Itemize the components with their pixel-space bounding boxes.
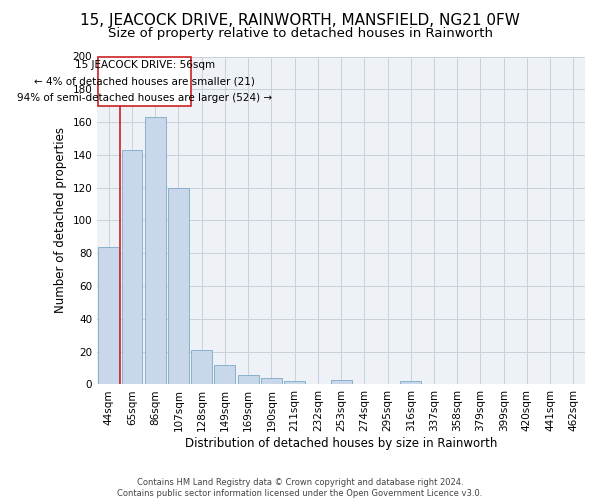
Text: ← 4% of detached houses are smaller (21): ← 4% of detached houses are smaller (21) [34,76,255,86]
Bar [238,374,259,384]
Text: 94% of semi-detached houses are larger (524) →: 94% of semi-detached houses are larger (… [17,92,272,102]
Bar [331,380,352,384]
Text: 15 JEACOCK DRIVE: 56sqm: 15 JEACOCK DRIVE: 56sqm [75,60,215,70]
X-axis label: Distribution of detached houses by size in Rainworth: Distribution of detached houses by size … [185,437,497,450]
Bar [168,188,189,384]
Bar [214,365,235,384]
Text: 15, JEACOCK DRIVE, RAINWORTH, MANSFIELD, NG21 0FW: 15, JEACOCK DRIVE, RAINWORTH, MANSFIELD,… [80,12,520,28]
FancyBboxPatch shape [98,56,191,106]
Text: Contains HM Land Registry data © Crown copyright and database right 2024.
Contai: Contains HM Land Registry data © Crown c… [118,478,482,498]
Bar [191,350,212,384]
Bar [145,117,166,384]
Bar [261,378,282,384]
Y-axis label: Number of detached properties: Number of detached properties [54,128,67,314]
Bar [400,381,421,384]
Bar [122,150,142,384]
Bar [284,381,305,384]
Text: Size of property relative to detached houses in Rainworth: Size of property relative to detached ho… [107,28,493,40]
Bar [98,246,119,384]
